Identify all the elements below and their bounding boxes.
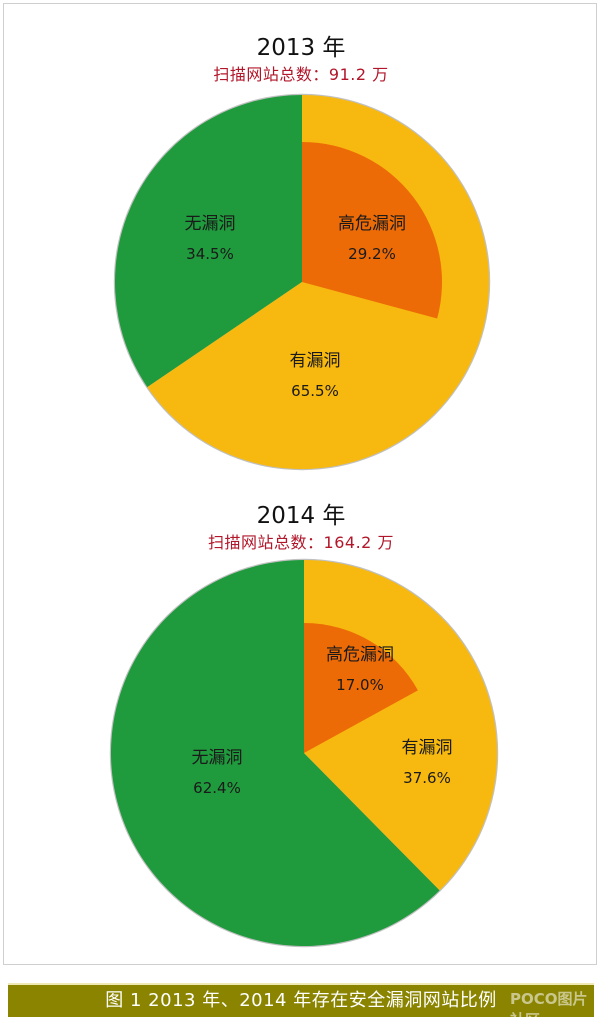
label-has-vuln: 有漏洞 <box>402 738 453 758</box>
pie-chart-2013: 无漏洞 34.5% 有漏洞 65.5% 高危漏洞 29.2% <box>113 93 491 471</box>
pie-slice-no-vuln <box>115 95 303 388</box>
value-has-vuln: 65.5% <box>291 382 339 400</box>
chart-title-2013: 2013 年 <box>256 35 346 61</box>
chart-subtitle-2013: 扫描网站总数：91.2 万 <box>213 65 389 84</box>
label-no-vuln: 无漏洞 <box>185 214 236 234</box>
label-has-vuln: 有漏洞 <box>290 351 341 371</box>
value-has-vuln: 37.6% <box>403 769 451 787</box>
label-high-risk: 高危漏洞 <box>338 214 406 234</box>
chart-title-2014: 2014 年 <box>256 503 346 529</box>
pie-chart-2014: 无漏洞 62.4% 有漏洞 37.6% 高危漏洞 17.0% <box>109 558 499 948</box>
caption-bar: 图 1 2013 年、2014 年存在安全漏洞网站比例 <box>8 983 594 1017</box>
value-no-vuln: 34.5% <box>186 245 234 263</box>
value-high-risk: 29.2% <box>348 245 396 263</box>
value-no-vuln: 62.4% <box>193 779 241 797</box>
pie-slice-no-vuln <box>111 560 440 946</box>
label-no-vuln: 无漏洞 <box>192 748 243 768</box>
label-high-risk: 高危漏洞 <box>326 645 394 665</box>
figure-caption: 图 1 2013 年、2014 年存在安全漏洞网站比例 <box>105 990 497 1011</box>
pie-slice-high-risk <box>304 623 418 753</box>
chart-subtitle-2014: 扫描网站总数：164.2 万 <box>208 533 394 552</box>
pie-slice-high-risk <box>302 142 442 319</box>
value-high-risk: 17.0% <box>336 676 384 694</box>
